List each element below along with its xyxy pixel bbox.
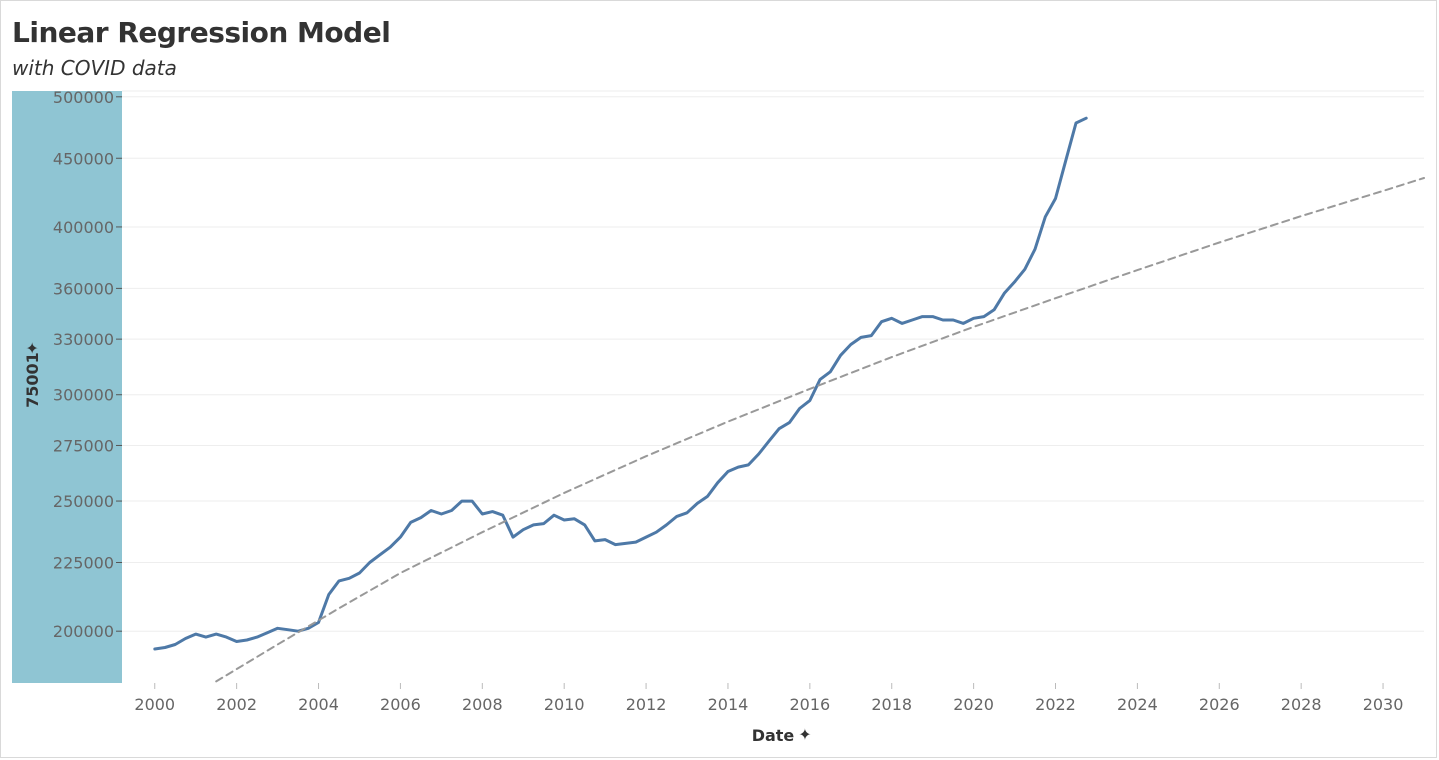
x-tick-label: 2018: [871, 695, 912, 714]
y-tick-label: 225000: [53, 554, 114, 573]
chart-subtitle: with COVID data: [12, 56, 177, 80]
x-axis-pin-icon[interactable]: ✦: [798, 725, 811, 744]
x-tick-label: 2022: [1035, 695, 1076, 714]
x-tick-label: 2002: [216, 695, 257, 714]
x-tick-label: 2020: [953, 695, 994, 714]
series-line-75001: [153, 116, 1088, 651]
x-tick-label: 2030: [1363, 695, 1404, 714]
x-tick-label: 2024: [1117, 695, 1158, 714]
trend-line: [215, 177, 1425, 683]
x-tick-label: 2008: [462, 695, 503, 714]
y-tick-label: 300000: [53, 386, 114, 405]
x-tick-label: 2004: [298, 695, 339, 714]
x-tick-label: 2000: [134, 695, 175, 714]
x-tick-label: 2006: [380, 695, 421, 714]
y-axis-title[interactable]: 75001: [23, 352, 42, 408]
x-tick-label: 2012: [626, 695, 667, 714]
x-tick-label: 2028: [1281, 695, 1322, 714]
x-tick-label: 2014: [708, 695, 749, 714]
x-tick-label: 2016: [789, 695, 830, 714]
x-tick-label: 2026: [1199, 695, 1240, 714]
y-axis-ticks: 200000 225000 250000 275000 300000 330000 3600…: [53, 88, 122, 641]
y-tick-label: 275000: [53, 436, 114, 455]
x-axis-title[interactable]: Date: [752, 726, 795, 745]
chart-title: Linear Regression Model: [12, 16, 391, 49]
y-tick-label: 450000: [53, 149, 114, 168]
gridlines: [122, 90, 1424, 632]
y-tick-label: 200000: [53, 622, 114, 641]
y-axis-pin-icon[interactable]: ✦: [23, 341, 42, 354]
series-layer: [153, 116, 1425, 683]
y-axis-band: [12, 91, 122, 683]
y-tick-label: 400000: [53, 218, 114, 237]
y-tick-label: 330000: [53, 330, 114, 349]
y-axis-highlight-band: [12, 91, 122, 683]
y-tick-label: 250000: [53, 492, 114, 511]
y-tick-label: 360000: [53, 279, 114, 298]
x-tick-label: 2010: [544, 695, 585, 714]
y-tick-label: 500000: [53, 88, 114, 107]
x-axis-ticks: 2000 2002 2004 2006 2008 2010 2012 2014 2016 2018…: [134, 683, 1403, 714]
